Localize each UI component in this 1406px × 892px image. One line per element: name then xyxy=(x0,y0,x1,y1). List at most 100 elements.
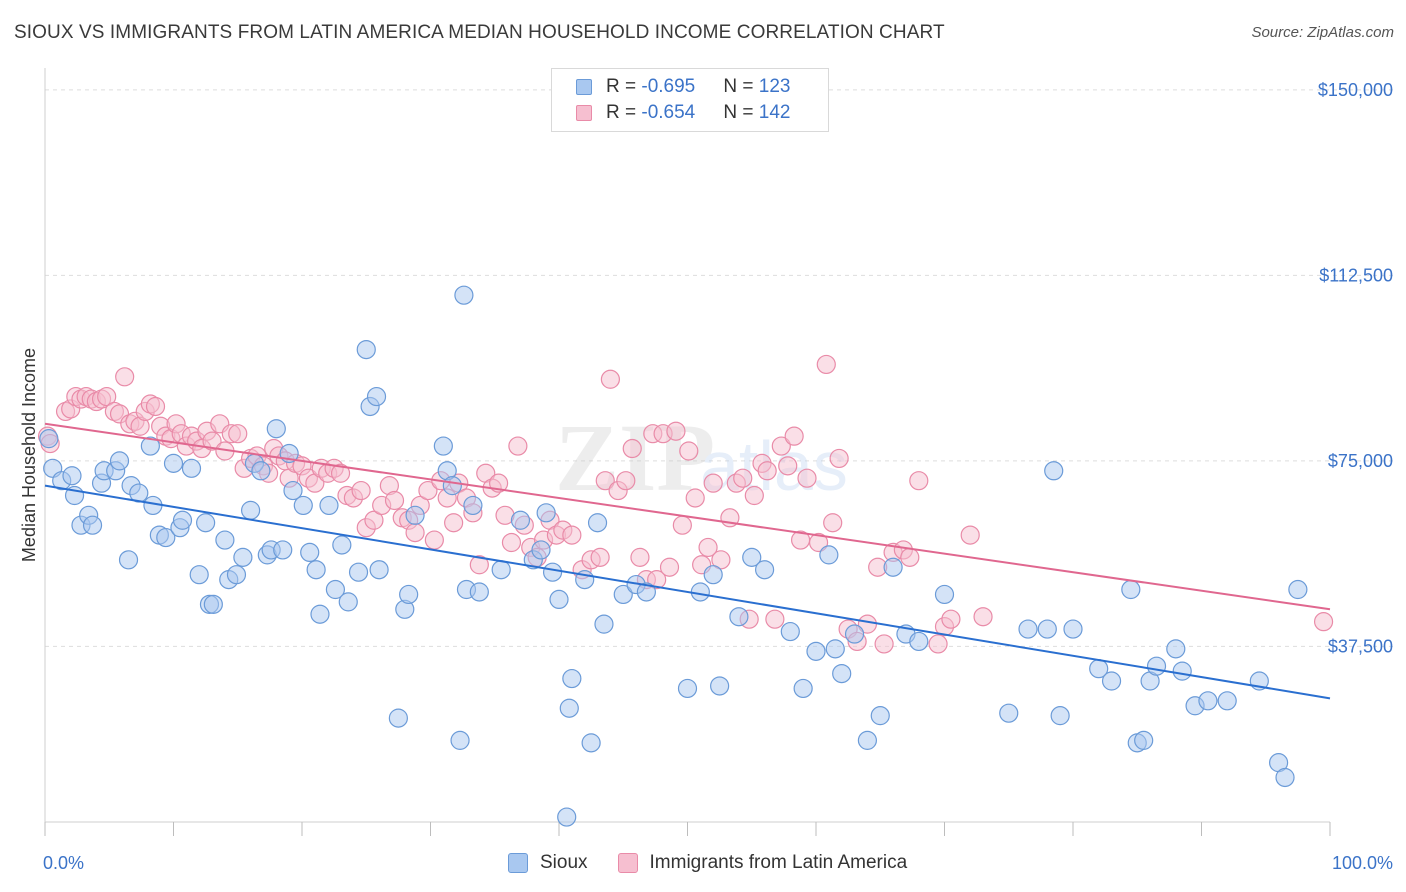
sioux-point xyxy=(1166,639,1186,659)
sioux-point xyxy=(1101,671,1122,691)
sioux-point xyxy=(690,582,710,602)
sioux-point xyxy=(677,678,698,699)
sioux-point xyxy=(1018,619,1038,639)
sioux-point xyxy=(883,557,903,577)
sioux-point xyxy=(780,621,800,642)
latin-point xyxy=(444,513,464,533)
latin-point xyxy=(228,424,248,444)
sioux-point xyxy=(338,592,358,612)
sioux-point xyxy=(1063,619,1083,639)
sioux-point xyxy=(1121,579,1141,600)
legend-r-label: R = xyxy=(606,102,642,123)
sioux-point xyxy=(310,604,330,624)
latin-point xyxy=(630,547,650,567)
latin-point xyxy=(1313,612,1334,632)
sioux-point xyxy=(266,419,286,439)
latin-point xyxy=(941,609,961,629)
latin-point xyxy=(418,480,438,501)
sioux-point xyxy=(742,547,762,567)
series-legend: Sioux Immigrants from Latin America xyxy=(508,852,937,874)
sioux-point xyxy=(251,461,271,481)
latin-point xyxy=(666,421,686,441)
sioux-trend-line xyxy=(44,484,1331,700)
latin-point xyxy=(808,532,829,553)
sioux-point xyxy=(241,500,261,520)
latin-point xyxy=(679,441,699,461)
latin-point xyxy=(145,396,166,417)
sioux-point xyxy=(1288,579,1308,600)
sioux-point xyxy=(388,708,408,728)
y-tick-label: $37,500 xyxy=(1328,636,1393,656)
latin-point xyxy=(816,354,836,375)
latin-point xyxy=(622,438,642,459)
sioux-point xyxy=(442,476,462,496)
sioux-point xyxy=(844,624,865,644)
x-tick-label: 100.0% xyxy=(1332,853,1393,873)
latin-point xyxy=(469,555,489,575)
y-tick-label: $150,000 xyxy=(1318,80,1393,100)
sioux-point xyxy=(189,565,209,585)
sioux-point xyxy=(454,285,474,305)
sioux-point xyxy=(1037,619,1057,639)
legend-item-sioux[interactable]: Sioux xyxy=(508,852,588,874)
sioux-point xyxy=(793,678,813,699)
legend-n-label: N = xyxy=(723,76,759,97)
latin-point xyxy=(97,386,117,407)
legend-item-latin[interactable]: Immigrants from Latin America xyxy=(617,852,908,874)
latin-point xyxy=(202,431,222,451)
latin-point xyxy=(874,634,894,654)
sioux-point xyxy=(1198,691,1218,711)
latin-point xyxy=(351,480,371,501)
x-tick-labels: 0.0% 100.0% xyxy=(43,853,1393,873)
sioux-point xyxy=(405,505,425,525)
sioux-point xyxy=(703,565,723,585)
sioux-point xyxy=(559,698,579,718)
legend-row-latin: R = -0.654 N = 142 xyxy=(576,101,790,125)
sioux-point xyxy=(469,582,489,602)
sioux-point xyxy=(283,480,303,501)
sioux-point xyxy=(203,594,223,614)
legend-label-sioux: Sioux xyxy=(540,852,588,873)
sioux-point xyxy=(549,589,569,610)
sioux-point xyxy=(233,547,253,567)
sioux-point xyxy=(999,703,1019,723)
sioux-point xyxy=(273,540,293,560)
latin-point xyxy=(595,471,615,491)
sioux-point xyxy=(1044,461,1064,481)
legend-swatch-sioux xyxy=(508,853,528,873)
sioux-point xyxy=(1146,656,1167,676)
sioux-point xyxy=(300,542,320,563)
latin-point xyxy=(424,530,444,550)
latin-point xyxy=(733,468,753,488)
series-sioux-points xyxy=(39,285,1308,827)
legend-swatch-sioux xyxy=(576,79,592,95)
latin-point xyxy=(703,473,723,493)
legend-swatch-latin xyxy=(617,853,638,873)
sioux-point xyxy=(594,614,614,634)
latin-point xyxy=(698,537,718,558)
latin-point xyxy=(685,488,705,508)
sioux-point xyxy=(62,466,82,486)
latin-trend-line xyxy=(44,422,1331,611)
legend-label-latin: Immigrants from Latin America xyxy=(649,852,908,873)
sioux-point xyxy=(82,515,103,535)
latin-point xyxy=(757,461,777,481)
sioux-point xyxy=(1217,691,1237,711)
latin-point xyxy=(508,436,528,456)
sioux-point xyxy=(39,429,59,449)
sioux-point xyxy=(857,730,878,750)
sioux-point xyxy=(332,535,352,555)
sioux-point xyxy=(306,560,326,580)
sioux-point xyxy=(1050,706,1070,726)
latin-point xyxy=(765,609,785,629)
legend-swatch-latin xyxy=(576,105,592,121)
sioux-point xyxy=(356,339,376,360)
sioux-point xyxy=(140,436,160,456)
sioux-point xyxy=(156,527,176,548)
latin-point xyxy=(744,485,764,506)
sioux-point xyxy=(510,510,531,530)
latin-point xyxy=(784,426,804,446)
sioux-point xyxy=(109,451,130,471)
sioux-point xyxy=(587,513,608,533)
sioux-point xyxy=(825,639,845,659)
